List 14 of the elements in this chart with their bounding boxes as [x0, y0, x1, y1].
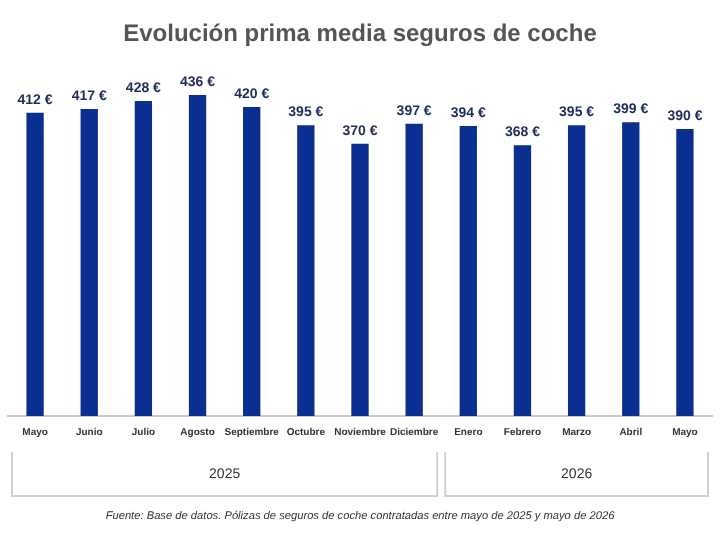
- bar: [80, 109, 98, 416]
- bar: [459, 126, 477, 416]
- bar: [134, 100, 153, 416]
- bar: [351, 143, 369, 416]
- bar: [297, 125, 315, 416]
- bar: [676, 128, 694, 416]
- bar: [26, 112, 44, 416]
- chart-title: Evolución prima media seguros de coche: [123, 19, 598, 48]
- bar: [243, 106, 261, 416]
- bar: [622, 122, 640, 416]
- bar: [567, 125, 586, 416]
- bar: [513, 145, 532, 416]
- bar: [405, 123, 423, 416]
- bar: [188, 95, 207, 416]
